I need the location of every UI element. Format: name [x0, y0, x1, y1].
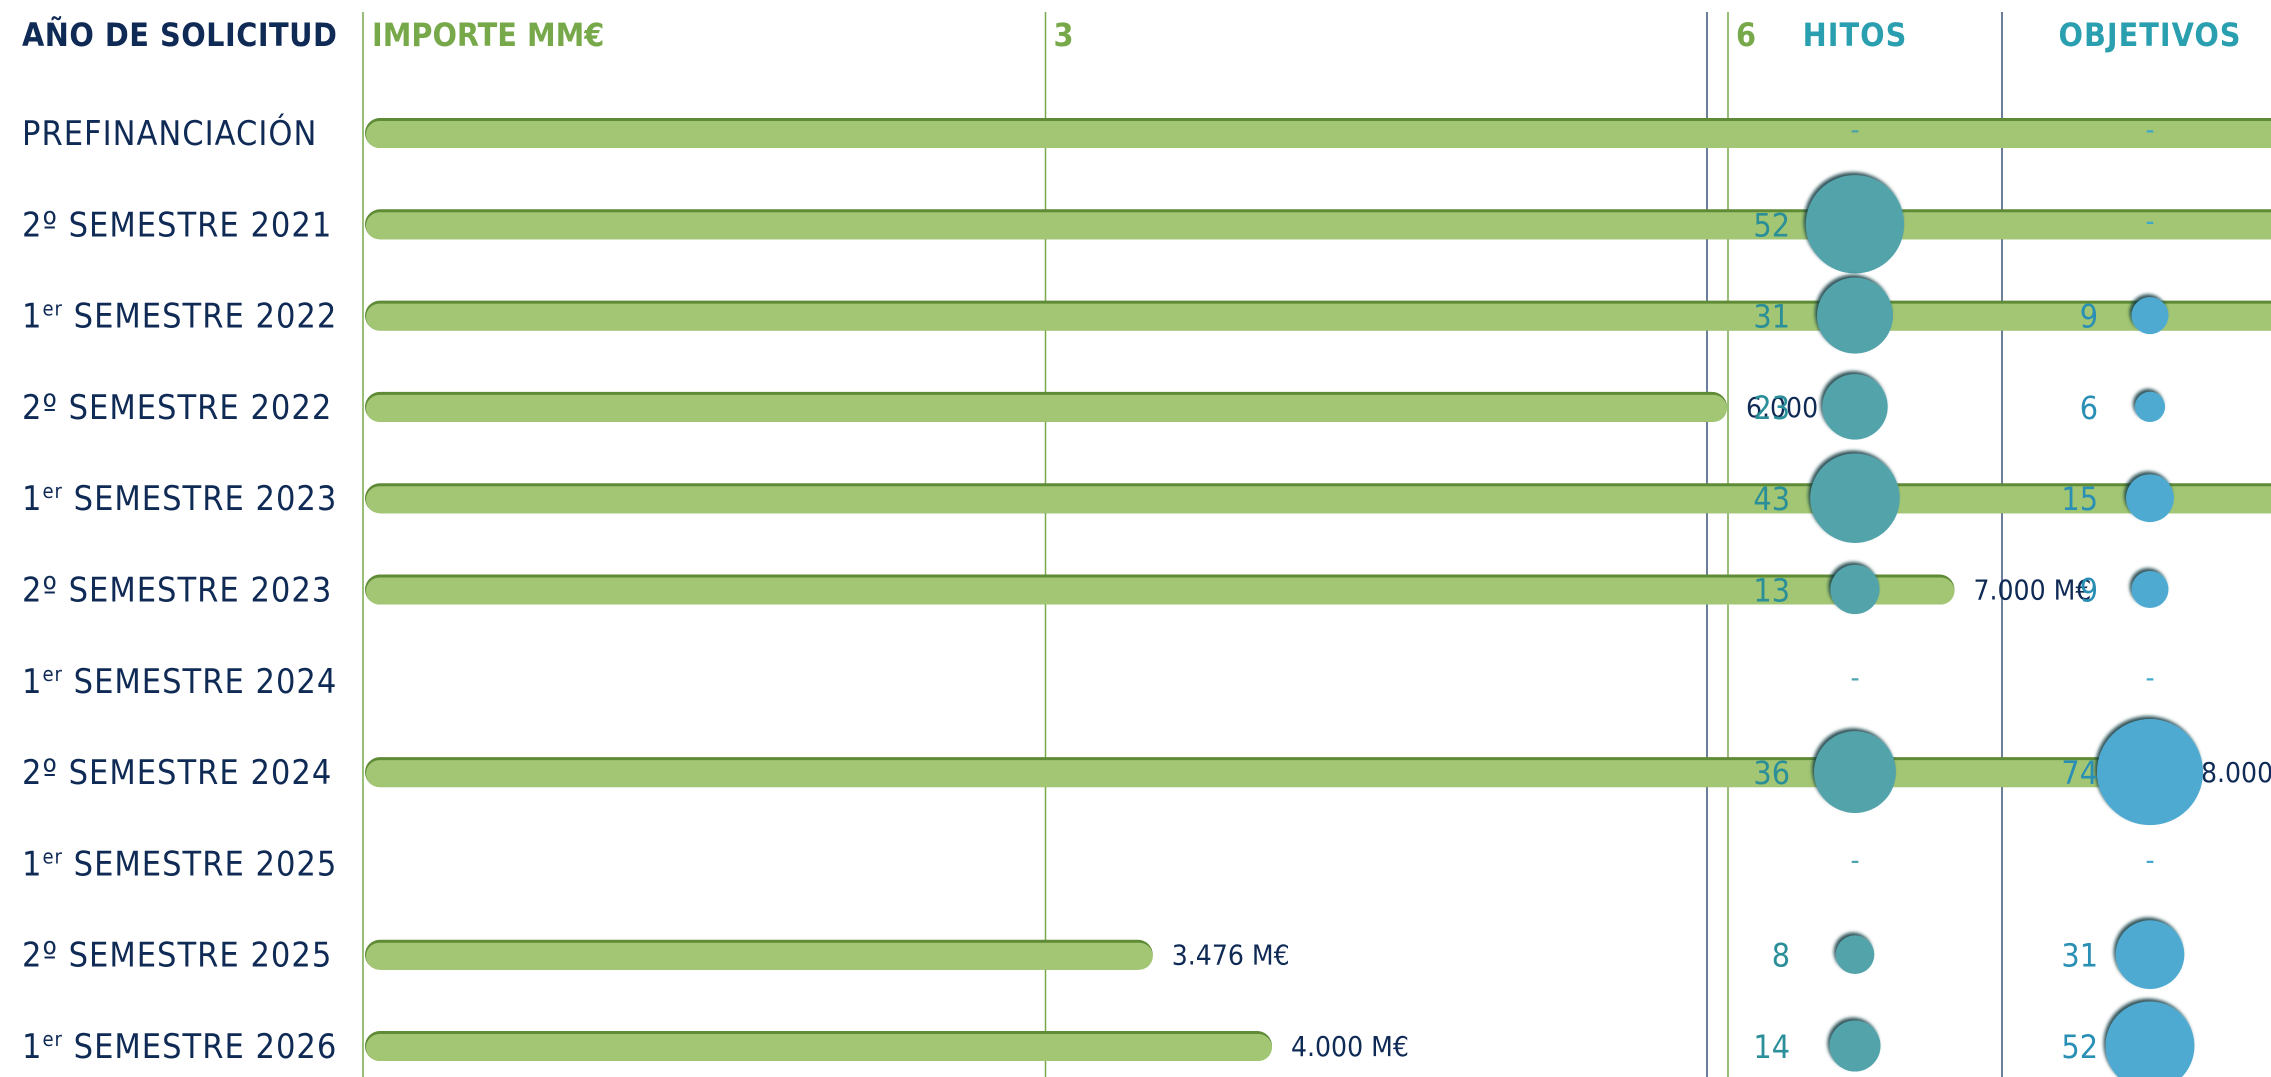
row-label: 1er SEMESTRE 2023 [22, 479, 337, 519]
objetivos-bubble [2134, 391, 2166, 423]
gridlines [362, 12, 1729, 1077]
row-label: 1er SEMESTRE 2024 [22, 662, 337, 702]
table-row: 2º SEMESTRE 2022 6.000 M€23 6 [22, 374, 2166, 440]
row-label: 1er SEMESTRE 2025 [22, 844, 337, 884]
bar-value-label: 3.476 M€ [1172, 939, 1290, 972]
objetivos-count: 6 [2080, 389, 2098, 427]
row-label: 2º SEMESTRE 2025 [22, 936, 332, 976]
bar [366, 303, 2271, 331]
table-row: 1er SEMESTRE 202212.000 M€319 [22, 277, 2271, 354]
table-row: 1er SEMESTRE 2024 - - [22, 661, 2155, 702]
row-label: 2º SEMESTRE 2022 [22, 388, 332, 428]
table-row: 1er SEMESTRE 2025 - - [22, 843, 2155, 884]
objetivos-count: 31 [2061, 937, 2098, 975]
hitos-empty: - [1850, 113, 1859, 146]
table-row: 2º SEMESTRE 202110.000 M€52- [22, 175, 2271, 274]
hitos-count: 14 [1753, 1028, 1790, 1066]
hitos-bubble [1817, 277, 1893, 354]
hitos-bubble [1810, 453, 1900, 543]
x-tick-labels: 36912 [1054, 16, 1757, 54]
hitos-bubble [1835, 935, 1875, 974]
table-row: 2º SEMESTRE 2025 3.476 M€ 8 31 [22, 920, 2185, 990]
bar [366, 942, 1153, 970]
row-label: 1er SEMESTRE 2022 [22, 297, 337, 337]
row-label: PREFINANCIACIÓN [22, 113, 317, 154]
row-label: 2º SEMESTRE 2023 [22, 571, 332, 611]
bar-value-label: 7.000 M€ [1974, 574, 2092, 607]
hitos-count: 23 [1753, 389, 1790, 427]
objetivos-count: 15 [2061, 480, 2098, 518]
objetivos-empty: - [2145, 843, 2154, 876]
header-year: AÑO DE SOLICITUD [22, 16, 337, 54]
bar [366, 1034, 1272, 1061]
hitos-empty: - [1850, 661, 1859, 694]
objetivos-empty: - [2145, 661, 2154, 694]
x-tick-label: 3 [1054, 16, 1074, 54]
objetivos-empty: - [2145, 204, 2154, 237]
objetivos-count: 9 [2080, 298, 2098, 336]
objetivos-bubble [2096, 719, 2204, 826]
header-objetivos: OBJETIVOS [2058, 16, 2241, 54]
row-label: 2º SEMESTRE 2024 [22, 753, 332, 793]
row-label: 1er SEMESTRE 2026 [22, 1027, 337, 1067]
objetivos-bubble [2131, 571, 2169, 608]
objetivos-bubble [2131, 297, 2169, 335]
objetivos-bubble [2126, 474, 2174, 523]
hitos-count: 52 [1753, 206, 1790, 244]
table-row: PREFINANCIACIÓN9.037 M€-- [22, 113, 2271, 154]
hitos-count: 36 [1753, 754, 1790, 792]
header-hitos: HITOS [1803, 16, 1908, 54]
bar [366, 212, 2271, 240]
hitos-bubble [1822, 374, 1888, 440]
table-row: 1er SEMESTRE 2026 4.000 M€ 14 52 [22, 1001, 2195, 1077]
x-tick-label: 6 [1736, 16, 1756, 54]
hitos-bubble [1830, 564, 1880, 615]
objetivos-bubble [2115, 920, 2185, 990]
bar [366, 486, 2271, 514]
hitos-count: 43 [1753, 480, 1790, 518]
objetivos-count: 52 [2061, 1028, 2098, 1066]
hitos-count: 13 [1753, 572, 1790, 610]
row-label: 2º SEMESTRE 2021 [22, 205, 332, 245]
hitos-empty: - [1850, 843, 1859, 876]
hitos-bubble [1814, 731, 1896, 814]
objetivos-count: 9 [2080, 572, 2098, 610]
objetivos-empty: - [2145, 113, 2154, 146]
objetivos-count: 74 [2061, 754, 2098, 792]
bar [366, 121, 2271, 148]
bar-value-label: 8.000 M€ [2201, 756, 2271, 789]
header-amount: IMPORTE MM€ [372, 16, 604, 54]
table-row: 2º SEMESTRE 2024 8.000 M€ 36 74 [22, 719, 2271, 826]
hitos-count: 8 [1772, 937, 1790, 975]
bar [366, 577, 1955, 605]
bar-value-label: 4.000 M€ [1291, 1030, 1409, 1063]
hitos-count: 31 [1753, 298, 1790, 336]
hitos-bubble [1829, 1020, 1881, 1072]
bar [366, 394, 1727, 422]
bar [366, 760, 2182, 788]
hitos-bubble [1805, 175, 1905, 274]
objetivos-bubble [2105, 1001, 2195, 1077]
table-row: 2º SEMESTRE 2023 7.000 M€ 13 9 [22, 564, 2169, 615]
rows: PREFINANCIACIÓN9.037 M€--2º SEMESTRE 202… [22, 113, 2271, 1077]
